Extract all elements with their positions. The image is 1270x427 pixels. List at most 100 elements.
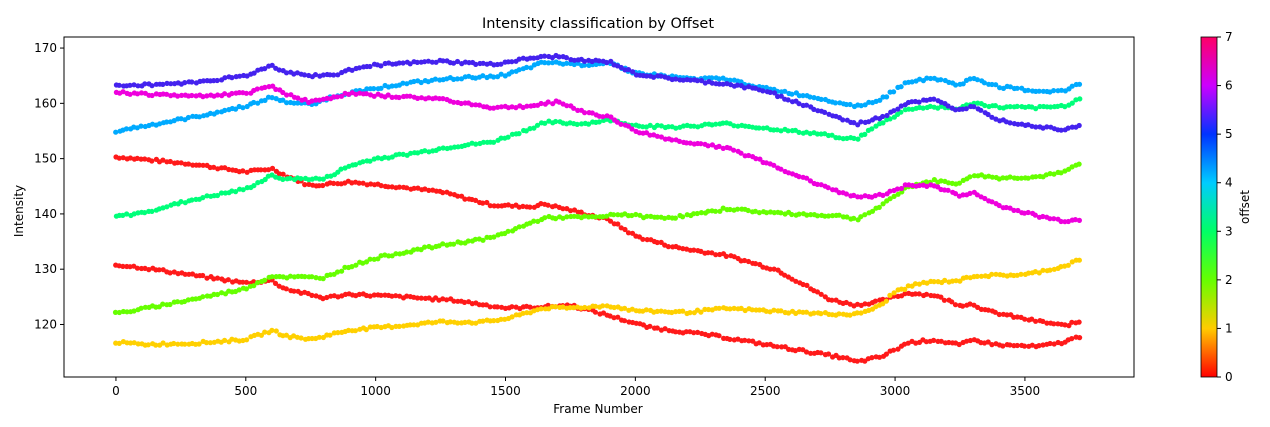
data-point xyxy=(1029,316,1035,322)
data-point xyxy=(335,330,341,336)
data-point xyxy=(451,76,457,82)
data-point xyxy=(429,245,435,251)
data-point xyxy=(581,62,588,68)
data-point xyxy=(698,78,705,84)
x-axis-ticks: 0 500 1000 1500 2000 2500 3000 3500 xyxy=(112,377,1040,398)
data-point xyxy=(771,307,777,313)
data-point xyxy=(560,215,566,221)
data-point xyxy=(160,301,166,307)
data-point xyxy=(516,224,522,230)
data-point xyxy=(160,157,166,163)
data-point xyxy=(989,81,995,88)
data-point xyxy=(596,119,602,125)
data-point xyxy=(985,111,991,118)
data-point xyxy=(807,94,813,100)
data-point xyxy=(745,258,752,265)
data-point xyxy=(734,206,741,212)
data-point xyxy=(473,197,479,203)
data-point xyxy=(741,85,748,91)
data-point xyxy=(789,91,795,97)
data-point xyxy=(800,93,806,99)
data-point xyxy=(215,92,221,98)
data-point xyxy=(378,85,384,91)
data-point xyxy=(509,104,515,110)
data-point xyxy=(552,203,559,209)
data-point xyxy=(869,208,876,214)
data-point xyxy=(629,126,635,132)
data-point xyxy=(491,139,497,145)
data-point xyxy=(746,152,752,159)
data-point xyxy=(313,293,319,299)
x-tick-label: 1000 xyxy=(360,384,391,398)
data-point xyxy=(339,268,345,274)
data-point xyxy=(146,267,152,273)
data-point xyxy=(1036,343,1042,349)
data-point xyxy=(793,278,799,284)
data-point xyxy=(716,333,722,339)
data-point xyxy=(345,327,352,333)
data-point xyxy=(716,76,722,82)
data-point xyxy=(356,291,362,297)
data-point xyxy=(923,291,930,297)
data-point xyxy=(222,165,228,171)
data-point xyxy=(455,320,461,326)
data-point xyxy=(757,156,763,162)
data-point xyxy=(313,97,319,103)
data-point xyxy=(982,102,988,109)
data-point xyxy=(880,113,886,120)
data-point xyxy=(789,211,795,218)
data-point xyxy=(157,121,163,127)
colorbar-tick-label: 1 xyxy=(1225,321,1233,335)
data-point xyxy=(989,174,996,180)
data-point xyxy=(425,319,431,325)
data-point xyxy=(963,274,970,280)
data-point xyxy=(767,266,773,272)
data-point xyxy=(127,82,133,88)
data-point xyxy=(808,212,814,218)
data-point xyxy=(396,151,402,157)
data-point xyxy=(945,187,951,193)
data-point xyxy=(298,335,304,341)
data-point xyxy=(629,306,635,312)
data-point xyxy=(542,120,548,126)
data-point xyxy=(527,126,533,132)
data-point xyxy=(909,79,915,85)
data-point xyxy=(254,86,260,92)
data-point xyxy=(226,166,232,173)
colorbar-tick-label: 6 xyxy=(1225,79,1233,93)
data-point xyxy=(499,304,505,310)
data-point xyxy=(691,330,697,336)
data-point xyxy=(931,96,937,102)
data-point xyxy=(941,297,948,303)
data-point xyxy=(120,155,126,161)
data-point xyxy=(116,340,122,346)
data-point xyxy=(461,299,468,305)
data-point xyxy=(312,72,319,78)
data-point xyxy=(967,337,974,344)
data-point xyxy=(1040,213,1046,220)
data-point xyxy=(396,60,402,66)
data-point xyxy=(120,89,126,95)
data-point xyxy=(997,105,1003,111)
data-point xyxy=(869,355,875,361)
data-point xyxy=(545,202,551,208)
data-point xyxy=(851,135,857,141)
data-point xyxy=(1015,175,1021,181)
data-point xyxy=(963,102,970,108)
data-point xyxy=(589,110,595,116)
data-point xyxy=(982,195,988,202)
x-tick-label: 0 xyxy=(112,384,120,398)
data-point xyxy=(363,91,369,97)
data-point xyxy=(611,212,617,218)
data-point xyxy=(273,328,279,334)
data-point xyxy=(1037,103,1043,110)
data-point xyxy=(131,340,137,346)
data-point xyxy=(742,337,748,343)
data-point xyxy=(807,178,814,184)
data-point xyxy=(1007,174,1013,180)
data-point xyxy=(564,206,570,212)
data-point xyxy=(432,76,438,82)
data-point xyxy=(418,295,424,301)
data-point xyxy=(440,96,446,102)
data-point xyxy=(244,169,250,175)
